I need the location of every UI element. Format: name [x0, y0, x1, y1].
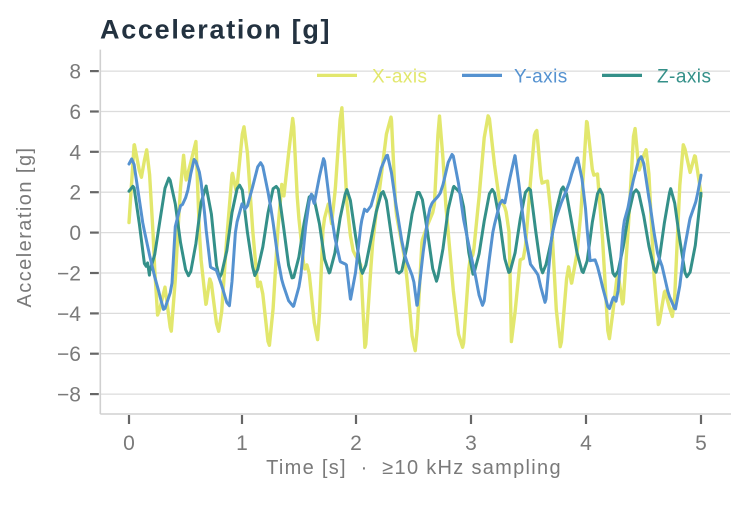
svg-text:2: 2 — [69, 182, 81, 205]
svg-text:4: 4 — [580, 432, 592, 455]
svg-text:2: 2 — [350, 432, 362, 455]
svg-text:6: 6 — [69, 101, 81, 124]
svg-text:4: 4 — [69, 141, 81, 164]
svg-text:1: 1 — [236, 432, 248, 455]
svg-text:3: 3 — [465, 432, 477, 455]
svg-text:−2: −2 — [57, 263, 81, 286]
svg-text:−6: −6 — [57, 343, 81, 366]
svg-text:−8: −8 — [57, 384, 81, 407]
svg-text:0: 0 — [69, 222, 81, 245]
svg-text:0: 0 — [123, 432, 135, 455]
svg-text:Acceleration [g]: Acceleration [g] — [100, 15, 331, 45]
svg-text:Z-axis: Z-axis — [657, 67, 711, 88]
svg-text:−4: −4 — [57, 303, 81, 326]
svg-text:8: 8 — [69, 61, 81, 84]
svg-text:X-axis: X-axis — [372, 67, 428, 88]
svg-text:5: 5 — [695, 432, 707, 455]
svg-text:Acceleration [g]: Acceleration [g] — [14, 146, 36, 307]
svg-text:Time [s] · ≥10 kHz sampling: Time [s] · ≥10 kHz sampling — [266, 457, 562, 479]
svg-text:Y-axis: Y-axis — [514, 67, 568, 88]
